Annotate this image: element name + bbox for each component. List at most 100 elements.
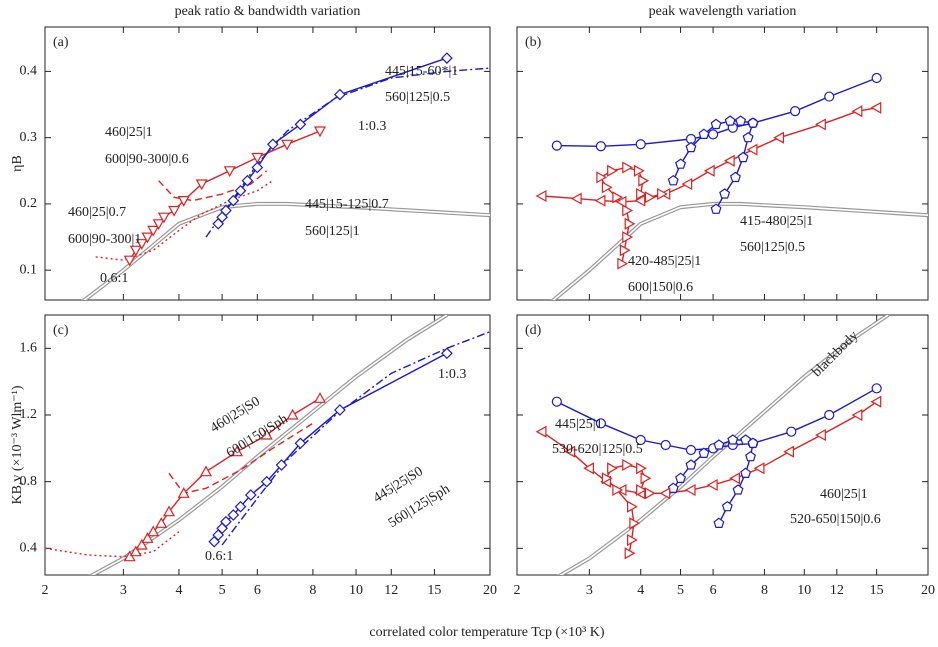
data-point — [681, 177, 693, 191]
annotation: 560|125|0.5 — [385, 90, 450, 105]
data-point — [629, 517, 641, 530]
plot-frame — [516, 26, 929, 301]
plot-frame — [44, 314, 491, 576]
x-tick-label: 4 — [175, 583, 182, 598]
annotation: 1:0.3 — [358, 119, 386, 134]
data-point — [313, 392, 327, 403]
annotation: 415-480|25|1 — [740, 214, 813, 229]
data-point — [719, 188, 731, 199]
data-point — [870, 395, 882, 408]
data-point — [615, 195, 627, 208]
data-point — [220, 204, 232, 217]
plot-area — [45, 315, 490, 575]
data-point — [638, 174, 650, 187]
annotation: blackbody — [809, 328, 861, 380]
y-tick-label: 0.8 — [20, 474, 38, 489]
y-axis-label: KB,v (×10⁻³ Wlm⁻¹) — [10, 385, 25, 504]
data-point — [227, 194, 240, 207]
series-line — [556, 77, 877, 148]
data-point — [141, 232, 154, 244]
data-point — [607, 462, 618, 475]
y-tick-label: 0.3 — [20, 130, 38, 145]
y-tick-label: 0.1 — [20, 262, 38, 277]
data-point — [624, 217, 636, 230]
x-tick-label: 10 — [349, 583, 363, 598]
data-point — [713, 439, 725, 450]
data-point — [617, 257, 629, 270]
data-point — [644, 191, 656, 204]
data-point — [535, 189, 547, 203]
data-point — [636, 462, 647, 475]
data-point — [815, 118, 826, 131]
annotation: 420-485|25|1 — [628, 254, 701, 269]
x-axis-label: correlated color temperature Tcp (×10³ K… — [369, 625, 604, 640]
data-point — [870, 101, 882, 114]
data-point — [723, 154, 735, 167]
data-point — [636, 187, 647, 201]
data-point — [657, 187, 668, 201]
data-point — [644, 487, 656, 500]
series-line — [45, 531, 180, 558]
data-point — [713, 517, 725, 529]
blackbody-inner — [90, 315, 448, 575]
panel-title: peak wavelength variation — [649, 4, 797, 19]
y-tick-label: 0.4 — [20, 541, 38, 556]
data-point — [551, 396, 562, 407]
data-point — [123, 255, 136, 267]
data-point — [622, 231, 634, 244]
annotation: 530-620|125|0.5 — [552, 442, 643, 457]
data-point — [155, 517, 168, 528]
panel-label: (c) — [53, 323, 69, 338]
series-line — [168, 422, 314, 495]
data-point — [660, 439, 671, 451]
data-point — [195, 179, 208, 191]
annotation: 460|25|0.7 — [68, 205, 126, 220]
data-point — [729, 472, 741, 485]
panel-title: peak ratio & bandwidth variation — [175, 4, 361, 19]
data-point — [626, 533, 638, 547]
data-point — [871, 383, 882, 394]
blackbody-curve — [88, 315, 448, 575]
data-point — [706, 478, 718, 492]
annotation: 600|90-300|0.6 — [105, 152, 189, 167]
data-point — [747, 117, 759, 128]
data-point — [675, 158, 687, 169]
data-point — [220, 515, 232, 528]
data-point — [624, 547, 636, 560]
plot-frame — [44, 26, 491, 301]
annotation: 600|90-300|1 — [68, 232, 141, 247]
x-tick-label: 5 — [219, 583, 226, 598]
data-point — [824, 91, 835, 102]
annotation: 460|25|1 — [105, 125, 153, 140]
data-point — [601, 181, 613, 194]
x-tick-label: 6 — [254, 583, 261, 598]
data-point — [260, 428, 273, 440]
data-point — [703, 164, 715, 177]
data-point — [612, 483, 624, 497]
data-point — [313, 126, 327, 138]
series-line — [95, 180, 274, 261]
data-point — [619, 244, 631, 257]
data-point — [147, 525, 160, 537]
data-point — [745, 450, 757, 462]
annotation: 445|15-125|0.7 — [305, 197, 389, 212]
annotation: 0.6:1 — [100, 271, 128, 286]
data-point — [622, 204, 634, 217]
data-point — [622, 458, 634, 472]
data-point — [729, 171, 741, 183]
data-point — [685, 459, 697, 470]
data-point — [747, 437, 759, 448]
x-tick-label: 15 — [427, 583, 441, 598]
x-tick-label: 15 — [870, 583, 884, 598]
data-point — [824, 409, 835, 421]
x-tick-label: 12 — [830, 583, 844, 598]
x-tick-label: 6 — [710, 583, 717, 598]
annotation: 1:0.3 — [438, 367, 466, 382]
data-point — [746, 143, 758, 156]
data-point — [667, 174, 679, 186]
data-point — [636, 483, 647, 497]
data-point — [612, 191, 624, 204]
data-point — [675, 472, 687, 483]
data-point — [640, 472, 652, 485]
data-point — [168, 205, 181, 217]
